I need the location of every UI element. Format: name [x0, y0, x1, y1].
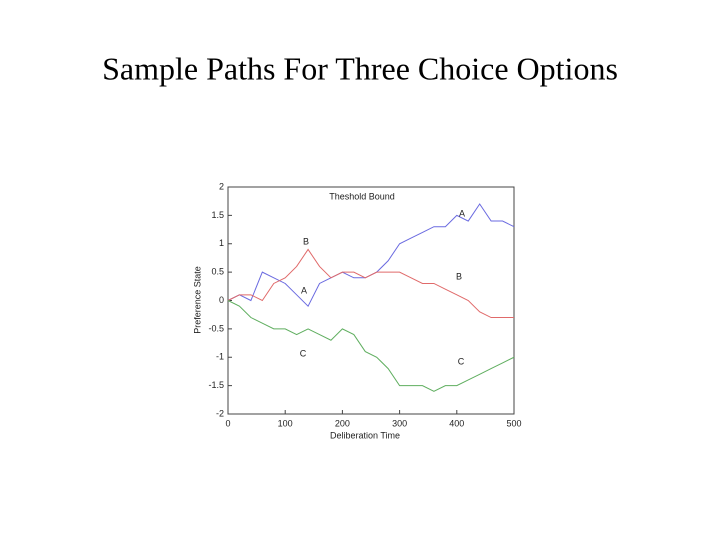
x-tick-label: 300 [392, 418, 407, 428]
x-tick-label: 100 [278, 418, 293, 428]
y-tick-label: 0.5 [211, 267, 224, 277]
series-line [227, 248, 514, 319]
slide-title: Sample Paths For Three Choice Options [102, 50, 618, 86]
y-tick-label: -1 [216, 352, 224, 362]
y-tick-label: -2 [216, 408, 224, 418]
x-tick-label: 400 [449, 418, 464, 428]
y-tick-label: 1 [219, 238, 224, 248]
annotation: B [303, 236, 309, 246]
x-tick-label: 200 [335, 418, 350, 428]
y-tick-label: -0.5 [208, 323, 224, 333]
annotation: C [458, 356, 465, 366]
annotation: C [300, 348, 307, 358]
x-tick-label: 0 [225, 418, 230, 428]
series-line [227, 203, 515, 308]
y-tick-label: 0 [219, 295, 224, 305]
x-axis-label: Deliberation Time [330, 430, 400, 440]
x-tick-label: 500 [506, 418, 521, 428]
plot-frame [227, 186, 515, 415]
y-axis-label: Preference State [192, 266, 202, 334]
annotation: A [301, 285, 307, 295]
series-line [227, 300, 515, 392]
annotation: B [456, 271, 462, 281]
y-tick-label: -1.5 [208, 380, 224, 390]
y-tick-label: 2 [219, 181, 224, 191]
annotation: Theshold Bound [329, 191, 395, 201]
y-tick-label: 1.5 [211, 210, 224, 220]
annotation: A [459, 208, 465, 218]
